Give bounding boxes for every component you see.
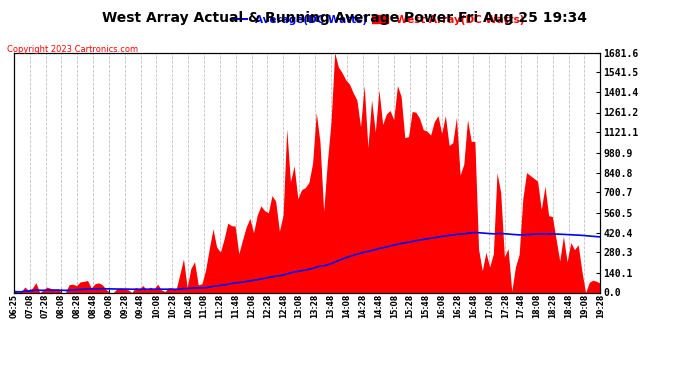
Text: Copyright 2023 Cartronics.com: Copyright 2023 Cartronics.com	[7, 45, 138, 54]
Text: West Array Actual & Running Average Power Fri Aug 25 19:34: West Array Actual & Running Average Powe…	[103, 11, 587, 25]
Legend: Average(DC Watts), West Array(DC Watts): Average(DC Watts), West Array(DC Watts)	[231, 15, 524, 24]
